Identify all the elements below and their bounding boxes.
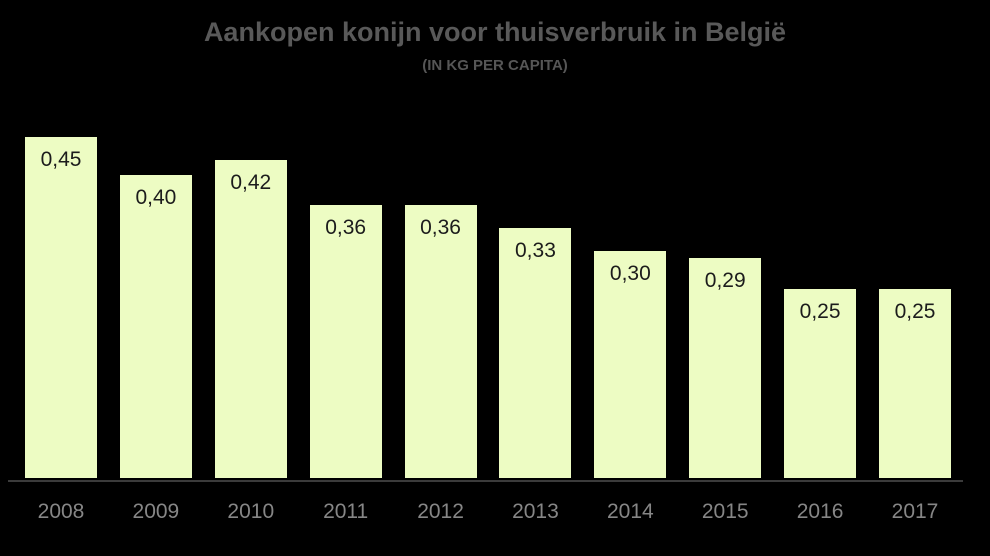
x-tick-label: 2011 [323, 500, 369, 523]
bar-2012: 0,36 [404, 205, 477, 478]
x-tick-label: 2013 [512, 500, 559, 523]
x-tick-label: 2016 [796, 500, 844, 523]
bar-value-label: 0,45 [40, 148, 82, 171]
bar-2016: 0,25 [784, 289, 857, 478]
bar-2008: 0,45 [25, 137, 97, 478]
x-axis-line [8, 480, 963, 482]
x-tick-label: 2012 [417, 500, 464, 523]
bar-2009: 0,40 [119, 175, 192, 478]
chart-title: Aankopen konijn voor thuisverbruik in Be… [203, 17, 787, 47]
x-tick-label: 2008 [37, 500, 85, 523]
x-tick-label: 2015 [701, 500, 749, 523]
bar-2013: 0,33 [499, 228, 572, 478]
bar-value-label: 0,36 [325, 216, 367, 239]
x-tick-label: 2017 [891, 500, 939, 523]
bar-value-label: 0,25 [799, 300, 841, 323]
bar-2010: 0,42 [214, 160, 287, 478]
bar-value-label: 0,40 [135, 186, 177, 209]
bar-value-label: 0,29 [704, 269, 746, 292]
x-tick-label: 2014 [606, 500, 654, 523]
x-tick-label: 2009 [132, 500, 180, 523]
bar-value-label: 0,33 [515, 239, 556, 262]
bar-2015: 0,29 [689, 258, 762, 478]
bar-value-label: 0,25 [894, 300, 936, 323]
x-tick-label: 2010 [227, 500, 275, 523]
bar-value-label: 0,42 [230, 171, 272, 194]
chart-subtitle: (IN KG PER CAPITA) [422, 57, 568, 74]
bar-value-label: 0,30 [609, 262, 651, 285]
bar-2011: 0,36 [309, 205, 382, 478]
bar-value-label: 0,36 [420, 216, 461, 239]
bar-2017: 0,25 [879, 289, 951, 478]
bar-2014: 0,30 [594, 251, 667, 478]
